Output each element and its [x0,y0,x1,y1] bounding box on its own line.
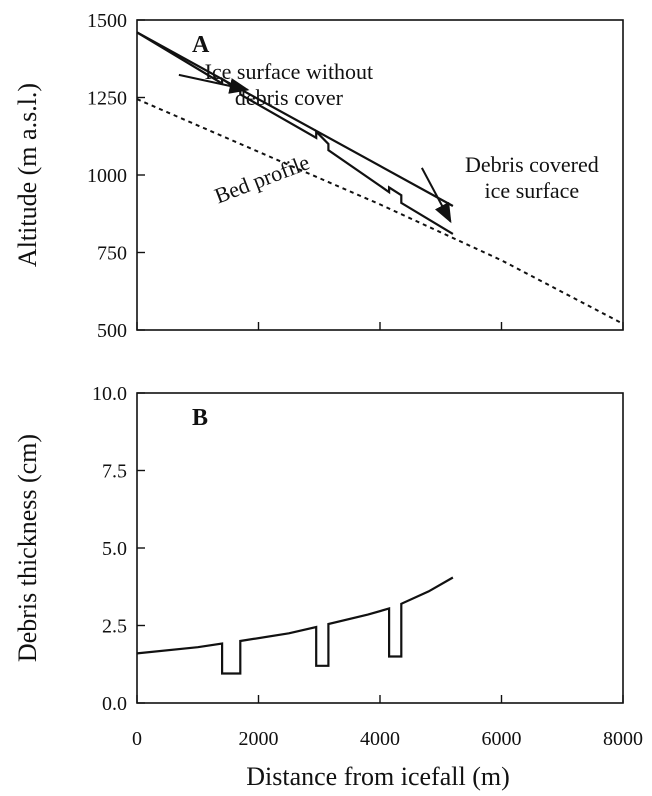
y-tick-label: 2.5 [102,616,127,638]
panel-b: 0.0 2.5 5.0 7.5 10.0 0 2000 4000 6000 8000 Debris … [13,383,643,750]
x-tick-label: 0 [132,728,142,750]
annotation-label: Ice surface without debris cover [205,59,374,110]
plot-frame [136,392,624,704]
ice-surface-without-debris-cover-line [136,31,454,207]
y-tick-label: 1000 [87,165,127,187]
panel-a: 500 750 1000 1250 1500 Altitude (m a.s.l.) AIc… [13,10,624,342]
y-tick-label: 500 [97,320,127,342]
panel-label: A [192,32,210,58]
annotation-line: Bed profile [211,149,313,208]
y-tick-label: 1500 [87,10,127,32]
y-axis-title: Altitude (m a.s.l.) [13,83,42,267]
x-tick-label: 6000 [482,728,522,750]
x-tick-label: 2000 [239,728,279,750]
x-tick-label: 4000 [360,728,400,750]
x-tick-label: 8000 [603,728,643,750]
annotation-line: debris cover [235,85,344,110]
debris-covered-ice-surface-line [136,31,454,235]
annotation-line: Ice surface without [205,59,374,84]
annotation-line: ice surface [485,178,580,203]
y-tick-label: 5.0 [102,538,127,560]
panel-label: B [192,405,208,431]
annotation-line: Debris covered [465,152,599,177]
bed-profile-line [136,98,624,325]
y-axis-title: Debris thickness (cm) [13,434,42,662]
x-axis-title: Distance from icefall (m) [246,762,510,791]
y-tick-label: 10.0 [92,383,127,405]
annotation-label: Bed profile [211,149,313,208]
y-tick-label: 0.0 [102,693,127,715]
y-tick-label: 750 [97,243,127,265]
annotation-arrow [420,167,452,224]
y-tick-label: 1250 [87,88,127,110]
annotation-label: Debris covered ice surface [465,152,599,203]
y-tick-label: 7.5 [102,461,127,483]
annotation-arrow [178,73,250,94]
debris-thickness-line [136,576,454,675]
